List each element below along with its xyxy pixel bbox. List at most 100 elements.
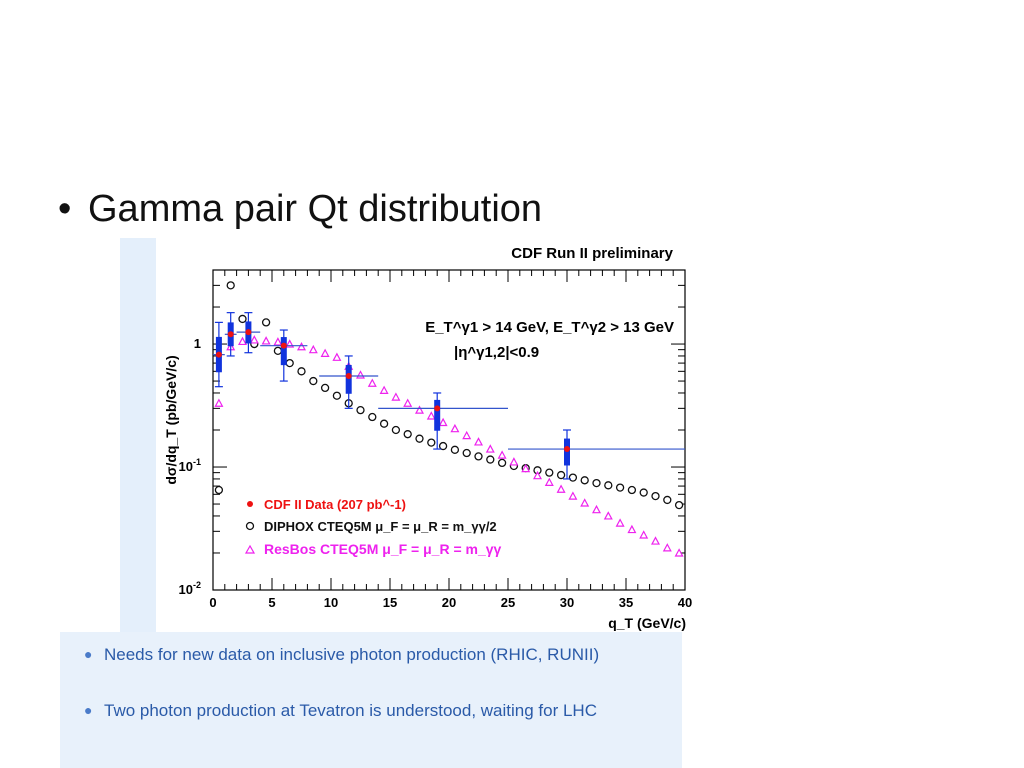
resbos-point (249, 335, 259, 344)
bullet-dot: • (58, 188, 72, 230)
data-point (345, 372, 352, 379)
y-tick-label: 10-2 (179, 580, 201, 597)
diphox-point (368, 412, 377, 422)
data-stat-error-box (345, 364, 352, 394)
resbos-point (485, 444, 495, 453)
resbos-point (615, 518, 625, 527)
resbos-point (379, 385, 389, 394)
y-tick-label: 1 (194, 336, 201, 351)
diphox-point (285, 358, 294, 368)
x-tick-label: 30 (560, 595, 574, 610)
resbos-point (627, 524, 637, 534)
resbos-point (497, 450, 507, 459)
diphox-point (474, 452, 483, 461)
resbos-point (532, 470, 543, 480)
diphox-point (486, 455, 495, 464)
legend-marker-resbos (244, 544, 256, 554)
diphox-point (627, 485, 637, 495)
diphox-point (238, 314, 247, 324)
note-text: Needs for new data on inclusive photon p… (104, 645, 600, 664)
diphox-point (663, 495, 672, 505)
slide-bullet: • Gamma pair Qt distribution (58, 188, 542, 231)
diphox-point (427, 438, 436, 447)
chart-title: CDF Run II preliminary (511, 245, 673, 262)
diphox-point (214, 485, 224, 495)
resbos-point (473, 437, 484, 446)
diphox-point (391, 425, 401, 435)
diphox-point (615, 483, 625, 492)
note-item: ● Needs for new data on inclusive photon … (84, 644, 664, 665)
x-tick-label: 20 (442, 595, 456, 610)
note-text: Two photon production at Tevatron is und… (104, 701, 597, 720)
resbos-point (391, 392, 401, 401)
resbos-point (414, 405, 425, 414)
diphox-point (356, 406, 365, 415)
resbos-point (556, 484, 566, 493)
legend-label-resbos: ResBos CTEQ5M μ_F = μ_R = m_γγ (264, 541, 502, 557)
note-item: ● Two photon production at Tevatron is un… (84, 700, 664, 721)
data-point (434, 405, 441, 412)
diphox-point (674, 500, 684, 510)
resbos-point (568, 491, 578, 500)
diphox-point (320, 383, 330, 393)
legend-label-diphox: DIPHOX CTEQ5M μ_F = μ_R = m_γγ/2 (264, 519, 497, 534)
diphox-point (592, 478, 601, 488)
resbos-point (521, 463, 531, 473)
resbos-point (450, 423, 460, 433)
cut-label-eta: |η^γ1,2|<0.9 (454, 344, 539, 361)
y-axis-label: dσ/dq_T (pb/GeV/c) (163, 355, 179, 484)
x-tick-label: 10 (324, 595, 338, 610)
resbos-point (662, 543, 672, 552)
data-layer (213, 281, 685, 557)
diphox-point (450, 445, 460, 454)
diphox-point (415, 434, 424, 443)
diphox-point (651, 491, 660, 501)
x-axis-label: q_T (GeV/c) (608, 615, 686, 631)
figure-background-strip (120, 238, 156, 638)
resbos-point (509, 457, 519, 466)
resbos-point (214, 398, 224, 407)
resbos-point (332, 352, 342, 361)
resbos-point (438, 417, 448, 427)
data-point (280, 342, 287, 349)
y-tick-exponent: -2 (193, 580, 201, 590)
diphox-point (403, 430, 412, 439)
x-tick-label: 5 (268, 595, 275, 610)
resbos-point (403, 398, 413, 407)
y-tick-label: 10-1 (179, 457, 201, 474)
legend: CDF II Data (207 pb^-1) DIPHOX CTEQ5M μ_… (244, 497, 502, 557)
diphox-point (462, 448, 471, 458)
diphox-point (261, 318, 271, 327)
diphox-point (545, 468, 554, 477)
data-stat-error-box (280, 337, 287, 366)
x-tick-label: 25 (501, 595, 515, 610)
resbos-point (320, 348, 330, 357)
note-bullet-icon: ● (84, 646, 93, 662)
diphox-point (297, 367, 306, 376)
resbos-point (237, 336, 248, 346)
resbos-point (603, 511, 613, 520)
data-stat-error-box (434, 399, 441, 431)
chart-figure: CDF Run II preliminary 0 5 10 15 20 25 30 35 40 1… (156, 238, 696, 638)
diphox-point (379, 419, 389, 428)
diphox-point (309, 376, 318, 386)
data-point (245, 329, 252, 336)
legend-label-data: CDF II Data (207 pb^-1) (264, 497, 406, 512)
resbos-point (544, 477, 554, 486)
resbos-point (261, 336, 271, 345)
diphox-point (556, 470, 566, 480)
notes-panel: ● Needs for new data on inclusive photon … (60, 632, 682, 768)
resbos-point (355, 370, 366, 379)
diphox-point (604, 481, 613, 490)
diphox-point (568, 473, 578, 482)
diphox-point (438, 441, 448, 451)
x-tick-label: 40 (678, 595, 692, 610)
resbos-point (308, 344, 318, 354)
resbos-point (462, 430, 472, 440)
resbos-point (367, 378, 377, 387)
resbos-point (296, 342, 307, 351)
data-point (227, 331, 234, 338)
diphox-point (226, 281, 235, 290)
x-tick-label: 0 (209, 595, 216, 610)
resbos-point (674, 548, 684, 557)
